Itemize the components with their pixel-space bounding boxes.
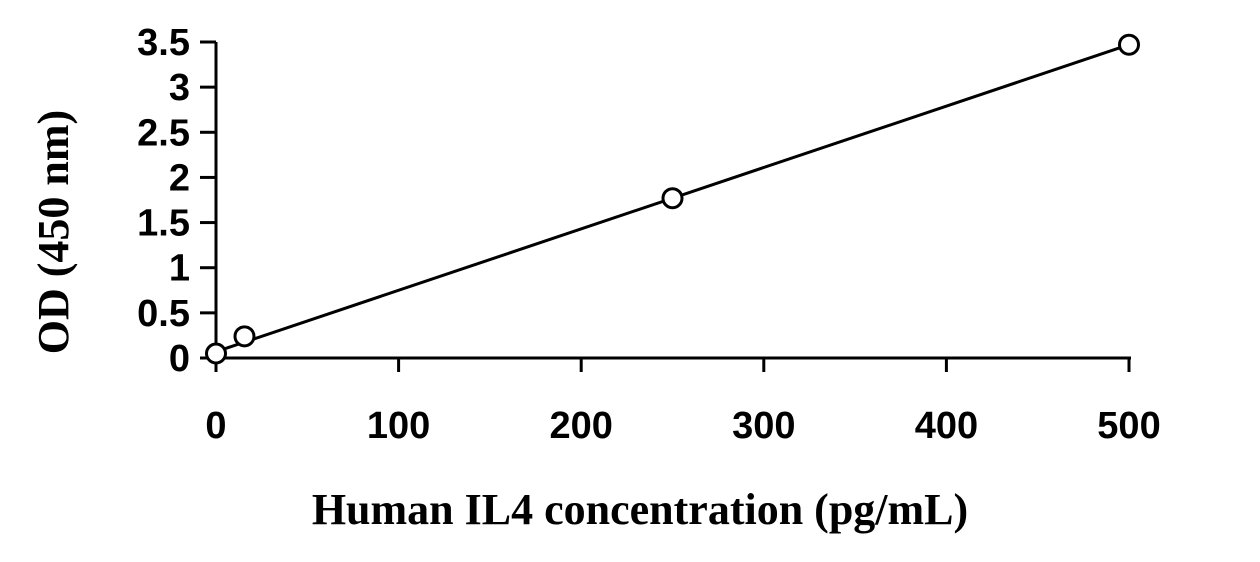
x-tick-label: 200 [549,405,612,447]
y-tick-label: 2.5 [137,112,190,154]
x-tick-label: 400 [915,405,978,447]
y-tick-label: 0.5 [137,293,190,335]
x-axis-title: Human IL4 concentration (pg/mL) [312,485,968,534]
data-points [205,33,1140,365]
y-tick-label: 3 [169,67,190,109]
y-tick-label: 1.5 [137,203,190,245]
y-axis-title: OD (450 nm) [29,110,78,354]
y-tick-label: 1 [169,248,190,290]
y-tick-label: 2 [169,157,190,199]
data-point [1118,33,1140,56]
x-tick-label: 100 [367,405,430,447]
x-tick-label: 300 [732,405,795,447]
data-point [233,325,256,348]
data-point [205,342,227,365]
data-point [661,187,684,210]
y-tick-label: 3.5 [137,22,190,64]
x-axis-ticks: 0 100 200 300 400 500 [205,358,1161,447]
x-tick-label: 500 [1097,405,1160,447]
y-axis-ticks: 00.511.522.533.5 [137,22,216,380]
x-tick-label: 0 [205,405,226,447]
y-tick-label: 0 [169,338,190,380]
